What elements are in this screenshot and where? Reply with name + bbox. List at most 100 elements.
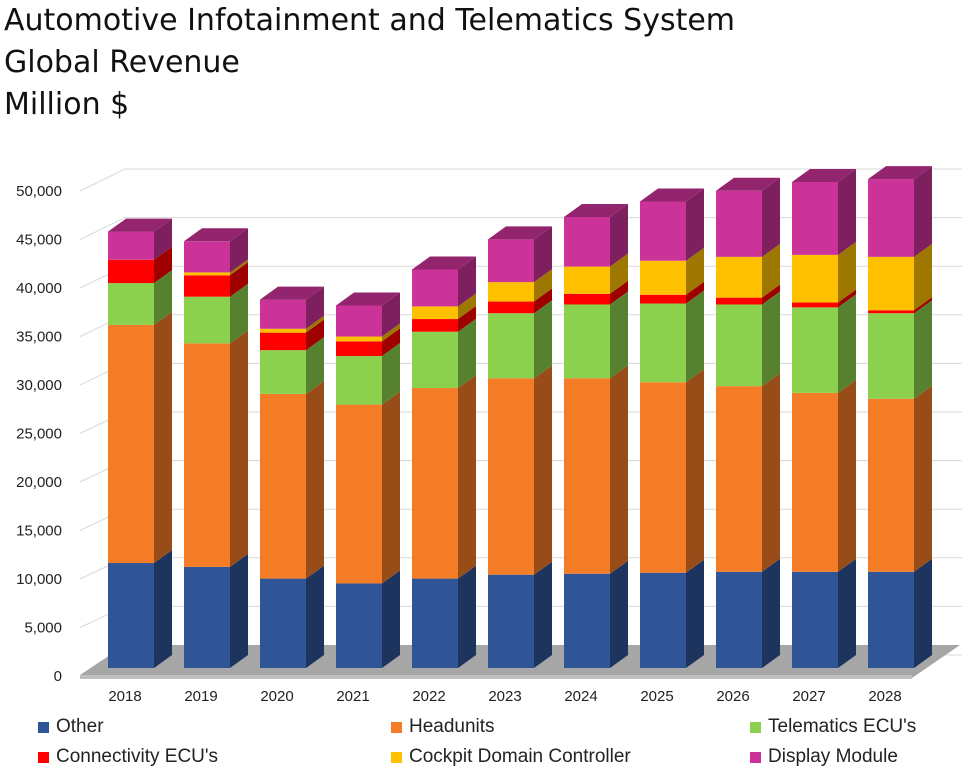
y-tick-label: 45,000 <box>16 232 62 249</box>
chart-floor-front <box>80 675 912 679</box>
bar-segment-front <box>336 341 382 356</box>
bar-segment-front <box>108 324 154 564</box>
legend-item: Telematics ECU's <box>750 716 916 738</box>
bar-segment-side <box>838 169 856 255</box>
bar-top-face <box>868 166 932 180</box>
x-tick-label: 2019 <box>184 688 217 705</box>
bar-segment-front <box>640 382 686 573</box>
bar-segment-front <box>716 304 762 387</box>
bar-segment-front <box>488 574 534 668</box>
bar-stack-2027 <box>792 169 856 668</box>
bar-segment-side <box>534 226 552 283</box>
bar-segment-front <box>488 239 534 283</box>
bar-segment-front <box>640 260 686 295</box>
bar-segment-front <box>564 293 610 305</box>
bar-top-face <box>488 226 552 240</box>
bar-top-face <box>564 203 628 217</box>
gridline-slant <box>79 168 126 192</box>
bar-segment-front <box>868 310 914 314</box>
bar-top-face <box>108 218 172 232</box>
bar-stack-2022 <box>412 256 476 668</box>
bar-segment-side <box>382 342 400 405</box>
bar-segment-side <box>382 323 400 342</box>
title-line-1: Automotive Infotainment and Telematics S… <box>4 3 736 38</box>
bar-segment-side <box>838 379 856 572</box>
y-tick-label: 50,000 <box>16 183 62 200</box>
bar-segment-front <box>488 313 534 379</box>
bar-segment-side <box>306 565 324 668</box>
bar-segment-side <box>838 289 856 308</box>
bar-segment-side <box>838 294 856 393</box>
bar-segment-side <box>686 369 704 573</box>
bar-segment-front <box>792 571 838 668</box>
bar-segment-side <box>762 291 780 387</box>
x-tick-label: 2022 <box>412 688 445 705</box>
bar-segment-side <box>914 297 932 314</box>
bar-segment-side <box>230 262 248 297</box>
bar-stack-2026 <box>716 177 780 668</box>
x-tick-label: 2021 <box>336 688 369 705</box>
bar-segment-side <box>230 228 248 273</box>
bar-segment-front <box>792 307 838 393</box>
bar-segment-side <box>534 561 552 668</box>
x-tick-label: 2026 <box>716 688 749 705</box>
bar-segment-front <box>716 297 762 305</box>
legend-swatch <box>391 751 402 763</box>
bar-segment-side <box>610 280 628 305</box>
bar-top-face <box>336 292 400 306</box>
bar-segment-front <box>792 302 838 308</box>
title-line-2: Global Revenue <box>4 45 240 80</box>
bar-segment-front <box>412 319 458 332</box>
bar-stack-2018 <box>108 218 172 668</box>
x-tick-label: 2018 <box>108 688 141 705</box>
y-tick-label: 25,000 <box>16 426 62 443</box>
bar-segment-side <box>306 380 324 579</box>
bar-segment-side <box>914 300 932 399</box>
bar-segment-front <box>412 269 458 307</box>
bar-segment-front <box>336 305 382 337</box>
y-tick-label: 20,000 <box>16 474 62 491</box>
legend-label: Cockpit Domain Controller <box>409 746 631 767</box>
bar-segment-side <box>534 365 552 575</box>
y-tick-label: 15,000 <box>16 523 62 540</box>
bar-segment-side <box>230 259 248 276</box>
legend-label: Connectivity ECU's <box>56 746 219 767</box>
y-tick-label: 5,000 <box>24 620 62 637</box>
axis-layer: 0 5,000 10,000 15,000 20,000 25,000 30,000 35,0… <box>16 183 902 705</box>
bar-segment-front <box>260 332 306 351</box>
bar-segment-front <box>336 404 382 584</box>
legend-item: Cockpit Domain Controller <box>391 746 631 768</box>
bar-top-face <box>640 188 704 202</box>
bar-segment-front <box>108 231 154 260</box>
legend-label: Display Module <box>768 746 898 767</box>
bar-segment-front <box>488 378 534 575</box>
bar-segment-side <box>610 365 628 574</box>
bar-segment-front <box>868 313 914 399</box>
bar-segment-side <box>382 570 400 668</box>
bar-stack-2023 <box>488 226 552 668</box>
bar-segment-side <box>762 243 780 298</box>
bar-segment-front <box>336 583 382 668</box>
y-tick-label: 35,000 <box>16 329 62 346</box>
bar-stack-2025 <box>640 188 704 668</box>
bar-segment-front <box>716 256 762 298</box>
bar-segment-side <box>306 315 324 333</box>
bar-segment-front <box>488 301 534 314</box>
bar-segment-side <box>610 560 628 668</box>
legend-item: Connectivity ECU's <box>38 746 218 768</box>
bar-segment-side <box>458 375 476 579</box>
bar-top-face <box>716 177 780 191</box>
bar-segment-side <box>230 330 248 567</box>
bar-segment-front <box>184 343 230 567</box>
bar-segment-side <box>306 319 324 351</box>
x-tick-label: 2027 <box>792 688 825 705</box>
bar-segment-side <box>230 283 248 344</box>
bar-segment-side <box>306 286 324 329</box>
bar-segment-front <box>716 190 762 257</box>
bar-segment-front <box>108 259 154 284</box>
bar-segment-front <box>412 331 458 389</box>
bar-segment-side <box>154 246 172 284</box>
bar-segment-front <box>564 216 610 267</box>
legend-swatch <box>391 721 402 733</box>
bar-segment-front <box>564 304 610 379</box>
